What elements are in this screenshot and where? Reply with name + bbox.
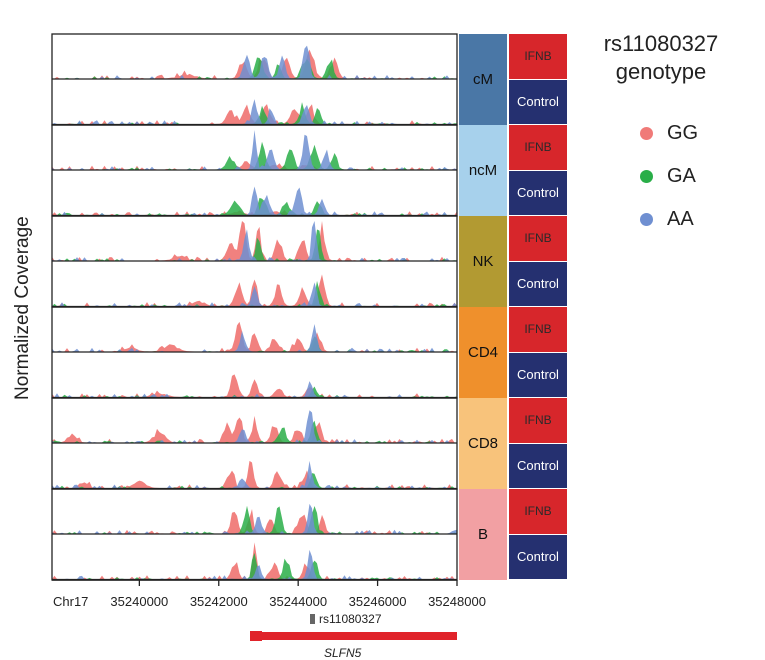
coverage-area-aa: [52, 186, 457, 215]
x-tick-label: 35240000: [110, 594, 169, 609]
legend-item-aa: AA: [640, 208, 694, 231]
legend-label: AA: [667, 208, 694, 230]
chart-axes: [51, 33, 458, 586]
coverage-area-gg: [52, 104, 457, 124]
legend-title: rs11080327 genotype: [586, 30, 736, 86]
coverage-track: [52, 321, 457, 353]
x-tick-label: 35246000: [348, 594, 407, 609]
coverage-area-ga: [52, 552, 457, 579]
coverage-track: [52, 186, 457, 217]
condition-label: IFNB: [509, 307, 567, 352]
coverage-area-gg: [52, 210, 457, 215]
legend-item-gg: GG: [640, 122, 698, 145]
cell-type-label: CD8: [459, 398, 507, 489]
snp-marker: [310, 614, 315, 624]
coverage-area-aa: [52, 130, 457, 170]
y-axis-label: Normalized Coverage: [12, 216, 33, 400]
coverage-area-ga: [52, 229, 457, 261]
cell-type-label: CD4: [459, 307, 507, 398]
coverage-area-gg: [52, 221, 457, 261]
coverage-tracks: [52, 45, 457, 581]
coverage-track: [52, 274, 457, 308]
coverage-track: [52, 130, 457, 171]
coverage-area-aa: [52, 282, 457, 306]
condition-label: Control: [509, 534, 567, 579]
cell-type-label: ncM: [459, 125, 507, 216]
condition-label: IFNB: [509, 125, 567, 170]
coverage-track: [52, 542, 457, 581]
legend-label: GA: [667, 165, 696, 187]
condition-label: Control: [509, 79, 567, 124]
snp-label: rs11080327: [319, 612, 382, 626]
coverage-track: [52, 410, 457, 444]
condition-label: IFNB: [509, 398, 567, 443]
coverage-area-ga: [52, 57, 457, 79]
coverage-track: [52, 503, 457, 535]
condition-label: IFNB: [509, 216, 567, 261]
gene-model: [250, 631, 457, 641]
coverage-area-aa: [52, 99, 457, 124]
gene-label: SLFN5: [324, 646, 362, 660]
legend-title-line2: genotype: [615, 59, 707, 84]
legend-swatch: [640, 213, 653, 226]
coverage-track: [52, 99, 457, 126]
x-tick-label: 35242000: [189, 594, 248, 609]
x-axis-chrom-label: Chr17: [53, 594, 89, 609]
x-tick-label: 35248000: [428, 594, 486, 609]
legend-label: GG: [667, 122, 699, 144]
coverage-area-aa: [52, 503, 457, 534]
coverage-track: [52, 374, 457, 399]
condition-label: Control: [509, 443, 567, 488]
condition-label: Control: [509, 170, 567, 215]
coverage-track: [52, 45, 457, 80]
cell-type-label: NK: [459, 216, 507, 307]
snp-annotation: rs11080327: [310, 612, 382, 626]
legend-swatch: [640, 170, 653, 183]
coverage-area-gg: [52, 321, 457, 352]
coverage-area-aa: [52, 324, 457, 352]
coverage-area-gg: [52, 374, 457, 397]
condition-label: Control: [509, 261, 567, 306]
coverage-area-gg: [52, 460, 457, 488]
legend-swatch: [640, 127, 653, 140]
condition-label: IFNB: [509, 489, 567, 534]
condition-label: IFNB: [509, 34, 567, 79]
coverage-area-gg: [52, 415, 457, 443]
coverage-track: [52, 460, 457, 490]
legend-title-line1: rs11080327: [603, 31, 719, 56]
condition-label: Control: [509, 352, 567, 397]
cell-type-label: cM: [459, 34, 507, 125]
x-tick-label: 35244000: [269, 594, 328, 609]
coverage-track: [52, 221, 457, 262]
gene-start-block: [250, 631, 262, 641]
cell-type-label: B: [459, 489, 507, 580]
gene-body: [250, 632, 457, 640]
legend-item-ga: GA: [640, 165, 696, 188]
